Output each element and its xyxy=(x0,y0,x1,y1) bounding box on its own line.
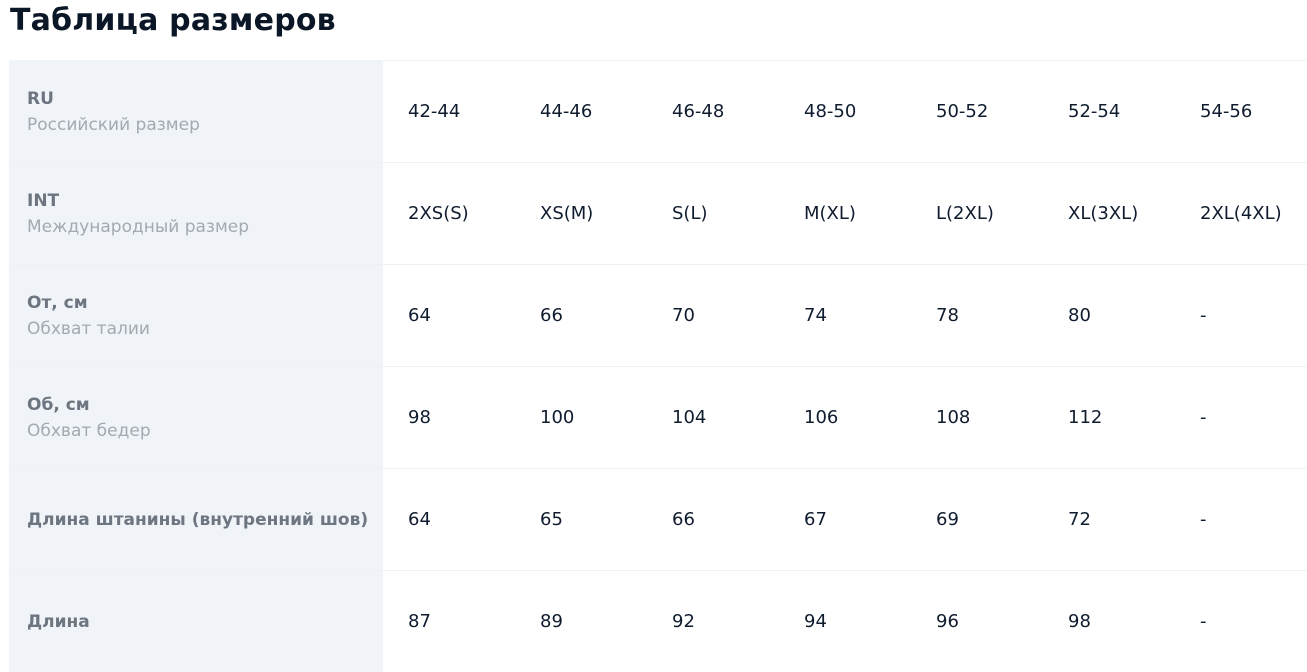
row-label: RU xyxy=(27,88,54,109)
table-cell: 48-50 xyxy=(804,101,857,122)
table-cell: 70 xyxy=(672,305,695,326)
row-header: Длина xyxy=(9,571,383,672)
table-cell: 42-44 xyxy=(408,101,461,122)
page-title: Таблица размеров xyxy=(10,3,336,38)
row-cells: 42-44 44-46 46-48 48-50 50-52 52-54 54-56 xyxy=(383,61,1307,162)
table-cell: 87 xyxy=(408,611,431,632)
table-cell: S(L) xyxy=(672,203,708,224)
table-cell: 96 xyxy=(936,611,959,632)
table-cell: 44-46 xyxy=(540,101,593,122)
table-cell: 64 xyxy=(408,509,431,530)
table-row: От, см Обхват талии 64 66 70 74 78 80 - xyxy=(9,264,1307,366)
table-row: RU Российский размер 42-44 44-46 46-48 48-50 5… xyxy=(9,60,1307,162)
table-cell: L(2XL) xyxy=(936,203,994,224)
table-cell: 98 xyxy=(408,407,431,428)
table-row: Длина 87 89 92 94 96 98 - xyxy=(9,570,1307,672)
size-table: RU Российский размер 42-44 44-46 46-48 48-50 5… xyxy=(9,60,1307,672)
table-cell: 104 xyxy=(672,407,707,428)
row-label: INT xyxy=(27,190,60,211)
table-cell: XL(3XL) xyxy=(1068,203,1139,224)
table-cell: 66 xyxy=(672,509,695,530)
table-cell: 98 xyxy=(1068,611,1091,632)
row-header: INT Международный размер xyxy=(9,163,383,264)
table-cell: 46-48 xyxy=(672,101,725,122)
table-cell: - xyxy=(1200,509,1207,530)
table-cell: 89 xyxy=(540,611,563,632)
table-cell: 2XL(4XL) xyxy=(1200,203,1282,224)
table-cell: 65 xyxy=(540,509,563,530)
row-header: Об, см Обхват бедер xyxy=(9,367,383,468)
table-row: Длина штанины (внутренний шов) 64 65 66 67 69… xyxy=(9,468,1307,570)
table-cell: 106 xyxy=(804,407,839,428)
row-cells: 98 100 104 106 108 112 - xyxy=(383,367,1307,468)
table-cell: M(XL) xyxy=(804,203,856,224)
row-sublabel: Обхват талии xyxy=(27,318,150,339)
table-cell: 80 xyxy=(1068,305,1091,326)
row-label: От, см xyxy=(27,292,88,313)
row-header: От, см Обхват талии xyxy=(9,265,383,366)
row-sublabel: Российский размер xyxy=(27,114,200,135)
table-cell: 66 xyxy=(540,305,563,326)
table-cell: XS(M) xyxy=(540,203,594,224)
row-sublabel: Обхват бедер xyxy=(27,420,151,441)
row-label: Длина штанины (внутренний шов) xyxy=(27,509,369,530)
table-cell: 72 xyxy=(1068,509,1091,530)
table-cell: - xyxy=(1200,407,1207,428)
table-cell: 94 xyxy=(804,611,827,632)
table-cell: 92 xyxy=(672,611,695,632)
row-label: Об, см xyxy=(27,394,90,415)
row-header: RU Российский размер xyxy=(9,61,383,162)
table-cell: - xyxy=(1200,611,1207,632)
table-cell: 54-56 xyxy=(1200,101,1253,122)
row-cells: 2XS(S) XS(M) S(L) M(XL) L(2XL) XL(3XL) 2XL(4XL… xyxy=(383,163,1307,264)
table-cell: 69 xyxy=(936,509,959,530)
table-row: Об, см Обхват бедер 98 100 104 106 108 112 - xyxy=(9,366,1307,468)
table-cell: 67 xyxy=(804,509,827,530)
table-cell: 2XS(S) xyxy=(408,203,469,224)
table-cell: 78 xyxy=(936,305,959,326)
table-cell: 52-54 xyxy=(1068,101,1121,122)
row-cells: 64 66 70 74 78 80 - xyxy=(383,265,1307,366)
table-cell: 74 xyxy=(804,305,827,326)
row-label: Длина xyxy=(27,611,90,632)
table-cell: 50-52 xyxy=(936,101,989,122)
table-cell: 112 xyxy=(1068,407,1103,428)
table-cell: 100 xyxy=(540,407,575,428)
row-sublabel: Международный размер xyxy=(27,216,250,237)
row-header: Длина штанины (внутренний шов) xyxy=(9,469,383,570)
table-cell: 64 xyxy=(408,305,431,326)
table-row: INT Международный размер 2XS(S) XS(M) S(L) M(… xyxy=(9,162,1307,264)
row-cells: 87 89 92 94 96 98 - xyxy=(383,571,1307,672)
table-cell: - xyxy=(1200,305,1207,326)
row-cells: 64 65 66 67 69 72 - xyxy=(383,469,1307,570)
table-cell: 108 xyxy=(936,407,971,428)
